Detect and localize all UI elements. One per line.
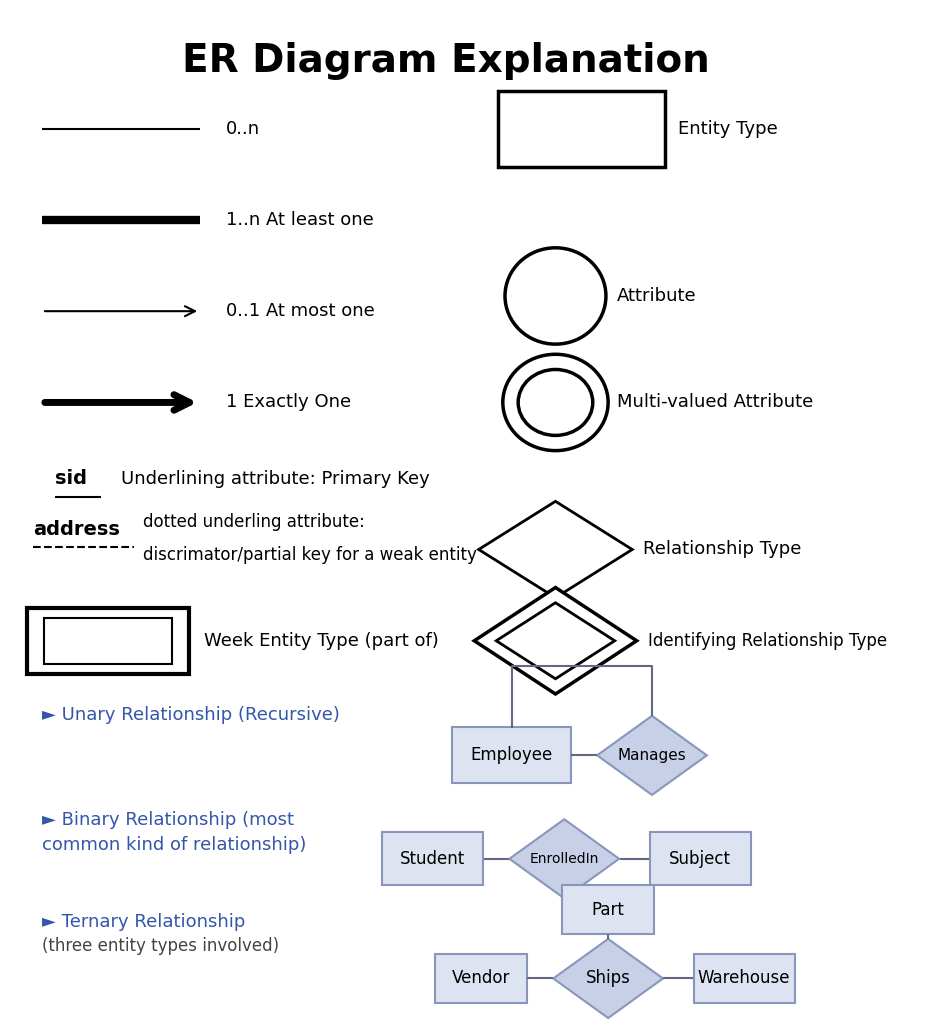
Text: Identifying Relationship Type: Identifying Relationship Type — [648, 632, 886, 650]
Polygon shape — [496, 602, 614, 678]
Text: ► Binary Relationship (most: ► Binary Relationship (most — [42, 811, 294, 830]
Text: Vendor: Vendor — [452, 969, 511, 988]
Polygon shape — [479, 502, 632, 597]
Text: sid: sid — [55, 469, 87, 488]
Text: Employee: Employee — [470, 746, 553, 765]
FancyBboxPatch shape — [562, 885, 654, 933]
Text: dotted underling attribute:: dotted underling attribute: — [143, 513, 365, 531]
FancyBboxPatch shape — [694, 954, 795, 1002]
Text: Part: Part — [592, 901, 625, 918]
Ellipse shape — [503, 355, 608, 450]
Text: (three entity types involved): (three entity types involved) — [42, 937, 280, 955]
Text: Attribute: Attribute — [617, 287, 697, 305]
Text: ER Diagram Explanation: ER Diagram Explanation — [182, 42, 710, 80]
Text: discrimator/partial key for a weak entity: discrimator/partial key for a weak entit… — [143, 546, 477, 563]
Text: common kind of relationship): common kind of relationship) — [42, 836, 307, 853]
Text: Student: Student — [400, 850, 466, 868]
Ellipse shape — [518, 369, 593, 436]
Text: EnrolledIn: EnrolledIn — [529, 852, 599, 866]
FancyBboxPatch shape — [453, 728, 571, 783]
FancyBboxPatch shape — [435, 954, 527, 1002]
Text: Entity Type: Entity Type — [678, 119, 778, 138]
Text: Multi-valued Attribute: Multi-valued Attribute — [617, 394, 813, 411]
Text: 0..n: 0..n — [226, 119, 261, 138]
FancyBboxPatch shape — [650, 833, 751, 885]
Polygon shape — [510, 819, 619, 898]
Text: Subject: Subject — [669, 850, 731, 868]
Polygon shape — [554, 939, 663, 1018]
FancyBboxPatch shape — [27, 608, 189, 673]
FancyBboxPatch shape — [382, 833, 483, 885]
Polygon shape — [597, 715, 707, 795]
Text: 1 Exactly One: 1 Exactly One — [226, 394, 352, 411]
Text: 0..1 At most one: 0..1 At most one — [226, 302, 375, 320]
Text: 1..n At least one: 1..n At least one — [226, 211, 374, 229]
FancyBboxPatch shape — [44, 618, 171, 664]
Text: Warehouse: Warehouse — [698, 969, 790, 988]
FancyBboxPatch shape — [498, 90, 665, 167]
Text: Relationship Type: Relationship Type — [643, 541, 801, 558]
Text: ► Ternary Relationship: ► Ternary Relationship — [42, 913, 245, 930]
Text: ► Unary Relationship (Recursive): ► Unary Relationship (Recursive) — [42, 706, 340, 724]
Text: Underlining attribute: Primary Key: Underlining attribute: Primary Key — [121, 470, 430, 487]
Text: Week Entity Type (part of): Week Entity Type (part of) — [205, 632, 439, 650]
Text: Ships: Ships — [585, 969, 630, 988]
Ellipse shape — [505, 248, 606, 344]
Text: Manages: Manages — [618, 747, 686, 763]
Text: address: address — [34, 520, 121, 539]
Polygon shape — [474, 588, 637, 694]
